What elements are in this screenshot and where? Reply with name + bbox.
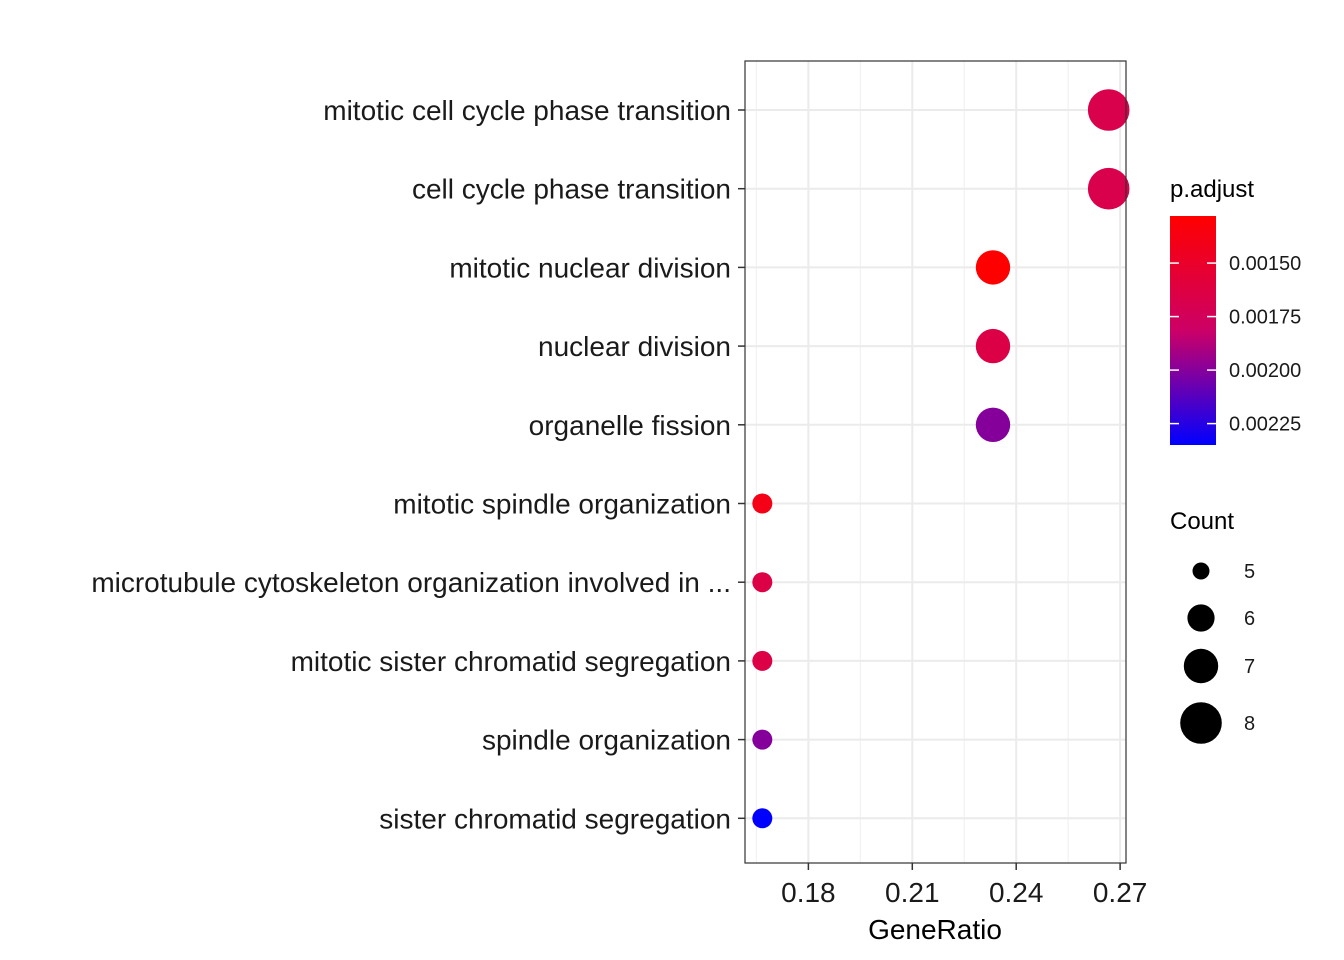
category-label: spindle organization bbox=[482, 725, 731, 756]
category-label: mitotic spindle organization bbox=[393, 489, 731, 520]
category-label: cell cycle phase transition bbox=[412, 174, 731, 205]
color-legend-label: 0.00175 bbox=[1229, 307, 1301, 329]
x-axis: 0.18 0.21 0.24 0.27 bbox=[781, 863, 1147, 908]
data-point bbox=[752, 650, 773, 671]
y-axis: mitotic cell cycle phase transition cell … bbox=[91, 95, 745, 834]
category-label: mitotic sister chromatid segregation bbox=[291, 646, 731, 677]
data-point bbox=[1087, 89, 1130, 131]
data-point bbox=[752, 729, 773, 750]
x-tick-label: 0.27 bbox=[1093, 877, 1148, 908]
data-point bbox=[752, 808, 773, 829]
size-legend-title: Count bbox=[1170, 508, 1234, 535]
x-tick-label: 0.21 bbox=[885, 877, 940, 908]
x-tick-label: 0.24 bbox=[989, 877, 1044, 908]
color-legend-ticks: 0.00150 0.00175 0.00200 0.00225 bbox=[1170, 253, 1301, 436]
category-label: mitotic nuclear division bbox=[449, 252, 731, 283]
grid bbox=[745, 61, 1126, 863]
category-label: organelle fission bbox=[529, 410, 731, 441]
color-legend-title: p.adjust bbox=[1170, 176, 1254, 203]
points bbox=[752, 89, 1130, 829]
size-legend-dot bbox=[1187, 604, 1215, 632]
data-point bbox=[1087, 167, 1130, 210]
category-label: sister chromatid segregation bbox=[379, 803, 731, 834]
color-legend-label: 0.00150 bbox=[1229, 253, 1301, 275]
size-legend: Count 5 6 7 8 bbox=[1170, 508, 1255, 744]
size-legend-dot bbox=[1192, 562, 1210, 580]
color-legend: p.adjust 0.00150 0.00175 0.00200 0.00225 bbox=[1170, 176, 1301, 445]
size-legend-label: 5 bbox=[1244, 561, 1255, 583]
size-legend-dot bbox=[1183, 648, 1219, 684]
x-tick-label: 0.18 bbox=[781, 877, 836, 908]
plot-panel bbox=[744, 60, 1127, 864]
data-point bbox=[752, 572, 773, 593]
x-axis-title: GeneRatio bbox=[868, 914, 1002, 945]
size-legend-label: 8 bbox=[1244, 713, 1255, 735]
category-label: mitotic cell cycle phase transition bbox=[323, 95, 731, 126]
size-legend-items: 5 6 7 8 bbox=[1180, 561, 1255, 744]
data-point bbox=[975, 250, 1011, 285]
data-point bbox=[975, 407, 1011, 442]
color-legend-bar bbox=[1170, 216, 1216, 445]
category-label: microtubule cytoskeleton organization in… bbox=[91, 567, 731, 598]
color-legend-label: 0.00225 bbox=[1229, 414, 1301, 436]
size-legend-label: 6 bbox=[1244, 608, 1255, 630]
size-legend-label: 7 bbox=[1244, 656, 1255, 678]
color-legend-label: 0.00200 bbox=[1229, 360, 1301, 382]
data-point bbox=[975, 328, 1011, 364]
category-label: nuclear division bbox=[538, 331, 731, 362]
size-legend-dot bbox=[1180, 702, 1222, 744]
data-point bbox=[752, 493, 773, 514]
